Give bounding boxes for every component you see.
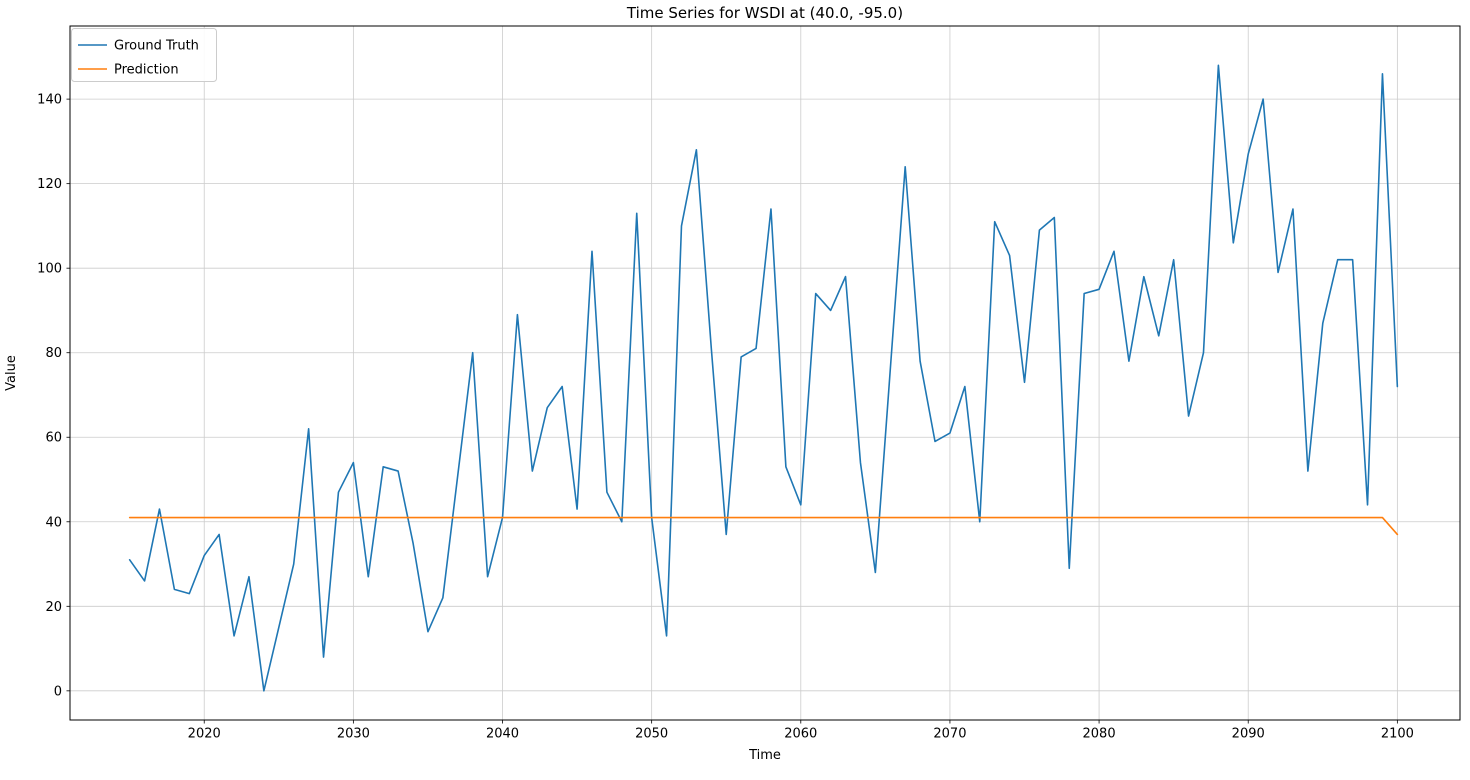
y-tick-label-140: 140 bbox=[37, 93, 62, 108]
x-tick-label-2050: 2050 bbox=[635, 727, 668, 742]
chart-title: Time Series for WSDI at (40.0, -95.0) bbox=[626, 4, 903, 22]
plot-border bbox=[69, 25, 1461, 721]
series-ground-truth bbox=[128, 64, 1399, 692]
x-tick-label-2030: 2030 bbox=[337, 727, 370, 742]
series-prediction bbox=[128, 516, 1399, 536]
axis-ticks: 2020 2030 2040 2050 2060 2070 2080 2090 21000204… bbox=[37, 93, 1414, 742]
y-tick-label-40: 40 bbox=[45, 515, 62, 530]
x-tick-label-2100: 2100 bbox=[1381, 727, 1414, 742]
x-tick-label-2090: 2090 bbox=[1232, 727, 1265, 742]
x-tick-label-2020: 2020 bbox=[188, 727, 221, 742]
y-tick-label-20: 20 bbox=[45, 600, 62, 615]
y-tick-label-80: 80 bbox=[45, 346, 62, 361]
legend-label-0: Ground Truth bbox=[114, 39, 199, 54]
x-tick-label-2080: 2080 bbox=[1083, 727, 1116, 742]
y-axis-label: Value bbox=[4, 355, 19, 391]
x-tick-label-2060: 2060 bbox=[784, 727, 817, 742]
x-axis-label: Time bbox=[748, 748, 781, 763]
y-tick-label-120: 120 bbox=[37, 177, 62, 192]
y-tick-label-100: 100 bbox=[37, 262, 62, 277]
legend-label-1: Prediction bbox=[114, 63, 179, 78]
y-tick-label-60: 60 bbox=[45, 431, 62, 446]
gridlines bbox=[70, 26, 1460, 720]
legend: Ground Truth Prediction bbox=[71, 28, 217, 82]
x-tick-label-2070: 2070 bbox=[933, 727, 966, 742]
legend-box bbox=[71, 28, 217, 82]
y-tick-label-0: 0 bbox=[54, 684, 62, 699]
x-tick-label-2040: 2040 bbox=[486, 727, 519, 742]
